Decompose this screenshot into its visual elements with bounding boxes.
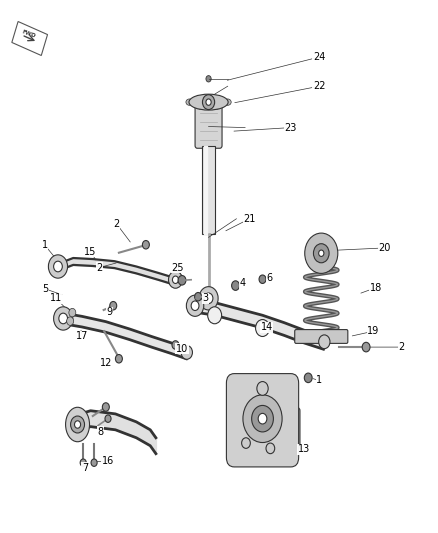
FancyBboxPatch shape xyxy=(278,408,300,448)
FancyBboxPatch shape xyxy=(198,101,219,109)
Circle shape xyxy=(172,341,179,349)
Ellipse shape xyxy=(186,99,193,106)
Circle shape xyxy=(305,233,338,273)
Text: 13: 13 xyxy=(298,445,310,455)
Circle shape xyxy=(206,99,211,106)
Circle shape xyxy=(206,76,211,82)
Circle shape xyxy=(169,271,183,288)
Text: 24: 24 xyxy=(313,52,325,62)
Circle shape xyxy=(53,307,73,330)
Circle shape xyxy=(202,95,215,110)
Text: 16: 16 xyxy=(102,456,114,466)
Text: 10: 10 xyxy=(176,344,188,354)
Circle shape xyxy=(319,250,324,256)
Text: 21: 21 xyxy=(243,214,256,224)
Ellipse shape xyxy=(66,407,89,442)
Circle shape xyxy=(242,438,251,448)
Circle shape xyxy=(304,373,312,383)
Circle shape xyxy=(91,459,97,466)
Text: 17: 17 xyxy=(76,332,88,342)
Circle shape xyxy=(232,281,240,290)
Text: 9: 9 xyxy=(106,307,113,317)
Circle shape xyxy=(204,293,213,304)
Text: 19: 19 xyxy=(367,326,380,336)
Text: 2: 2 xyxy=(399,342,405,352)
Circle shape xyxy=(259,275,266,284)
Text: 4: 4 xyxy=(240,278,246,288)
Circle shape xyxy=(116,354,122,363)
Text: 25: 25 xyxy=(171,263,184,272)
Text: 14: 14 xyxy=(261,322,273,333)
Text: 23: 23 xyxy=(285,123,297,133)
Ellipse shape xyxy=(189,94,228,110)
Circle shape xyxy=(67,317,74,325)
Text: 5: 5 xyxy=(42,284,48,294)
Circle shape xyxy=(80,459,86,466)
Circle shape xyxy=(257,382,268,395)
Circle shape xyxy=(255,319,269,336)
Circle shape xyxy=(173,276,179,284)
Circle shape xyxy=(252,406,273,432)
Circle shape xyxy=(71,416,85,433)
FancyBboxPatch shape xyxy=(195,105,222,148)
Text: 11: 11 xyxy=(49,293,62,303)
Circle shape xyxy=(243,395,282,442)
Circle shape xyxy=(142,240,149,249)
Text: 15: 15 xyxy=(85,247,97,257)
Circle shape xyxy=(74,421,81,428)
Circle shape xyxy=(319,335,330,349)
Text: 7: 7 xyxy=(82,463,88,473)
Text: 6: 6 xyxy=(266,273,272,283)
FancyBboxPatch shape xyxy=(202,146,215,233)
Circle shape xyxy=(53,261,62,272)
Text: 1: 1 xyxy=(316,375,322,385)
Text: 8: 8 xyxy=(98,427,104,437)
Ellipse shape xyxy=(224,99,231,106)
Circle shape xyxy=(191,301,199,311)
Circle shape xyxy=(178,276,186,285)
Circle shape xyxy=(110,302,117,310)
Text: 12: 12 xyxy=(100,358,112,368)
Circle shape xyxy=(199,287,218,310)
Circle shape xyxy=(48,255,67,278)
Circle shape xyxy=(186,295,204,317)
Circle shape xyxy=(314,244,329,263)
Text: 18: 18 xyxy=(370,282,382,293)
Circle shape xyxy=(362,342,370,352)
Circle shape xyxy=(208,307,222,324)
Circle shape xyxy=(181,345,192,359)
Circle shape xyxy=(266,443,275,454)
Text: 22: 22 xyxy=(313,81,325,91)
Text: FWD: FWD xyxy=(21,29,37,38)
Circle shape xyxy=(258,414,267,424)
Text: 2: 2 xyxy=(96,263,102,272)
Polygon shape xyxy=(12,21,48,55)
Circle shape xyxy=(69,309,76,317)
Circle shape xyxy=(105,415,111,422)
Text: 1: 1 xyxy=(42,240,48,251)
Circle shape xyxy=(194,293,201,301)
Circle shape xyxy=(59,313,67,324)
Text: 20: 20 xyxy=(378,243,391,253)
Text: 2: 2 xyxy=(113,219,120,229)
Circle shape xyxy=(102,403,110,411)
Text: 3: 3 xyxy=(202,293,208,303)
FancyBboxPatch shape xyxy=(226,374,299,467)
FancyBboxPatch shape xyxy=(295,329,348,343)
